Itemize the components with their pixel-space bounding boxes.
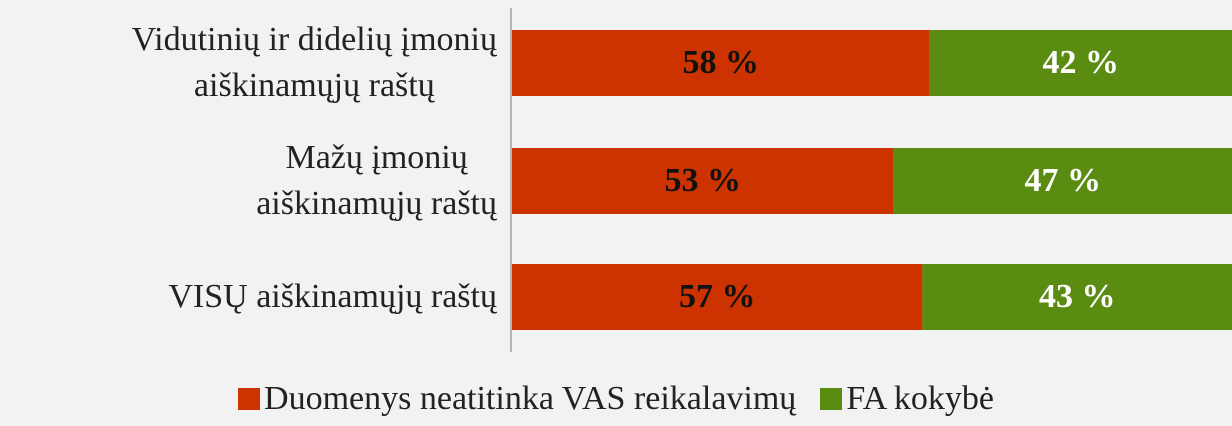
bar-segment <box>922 264 1232 330</box>
bar-segment <box>929 30 1232 96</box>
legend-item: Duomenys neatitinka VAS reikalavimų <box>238 380 796 418</box>
legend-label: FA kokybė <box>846 380 994 417</box>
value-label: 42 % <box>1043 44 1120 81</box>
category-label: Mažų įmonių aiškinamųjų raštų <box>256 139 497 222</box>
bar-segment <box>512 30 930 96</box>
legend-label: Duomenys neatitinka VAS reikalavimų <box>264 380 797 417</box>
bar-segment <box>512 148 894 214</box>
value-label: 57 % <box>679 278 756 315</box>
value-label: 58 % <box>683 44 760 81</box>
value-label: 43 % <box>1039 278 1116 315</box>
value-label: 47 % <box>1025 162 1102 199</box>
category-label: Vidutinių ir didelių įmonių aiškinamųjų … <box>131 21 497 104</box>
legend-item: FA kokybė <box>820 380 994 418</box>
legend-swatch <box>820 388 843 410</box>
plot: 58 % 42 % 53 % 47 % 57 % 43 % <box>510 8 1232 352</box>
legend: Duomenys neatitinka VAS reikalavimų FA ko… <box>0 380 1232 418</box>
legend-swatch <box>238 388 261 410</box>
bar-segment <box>512 264 923 330</box>
value-label: 53 % <box>665 162 742 199</box>
bar-segment <box>893 148 1232 214</box>
category-label: VISŲ aiškinamųjų raštų <box>168 278 497 315</box>
